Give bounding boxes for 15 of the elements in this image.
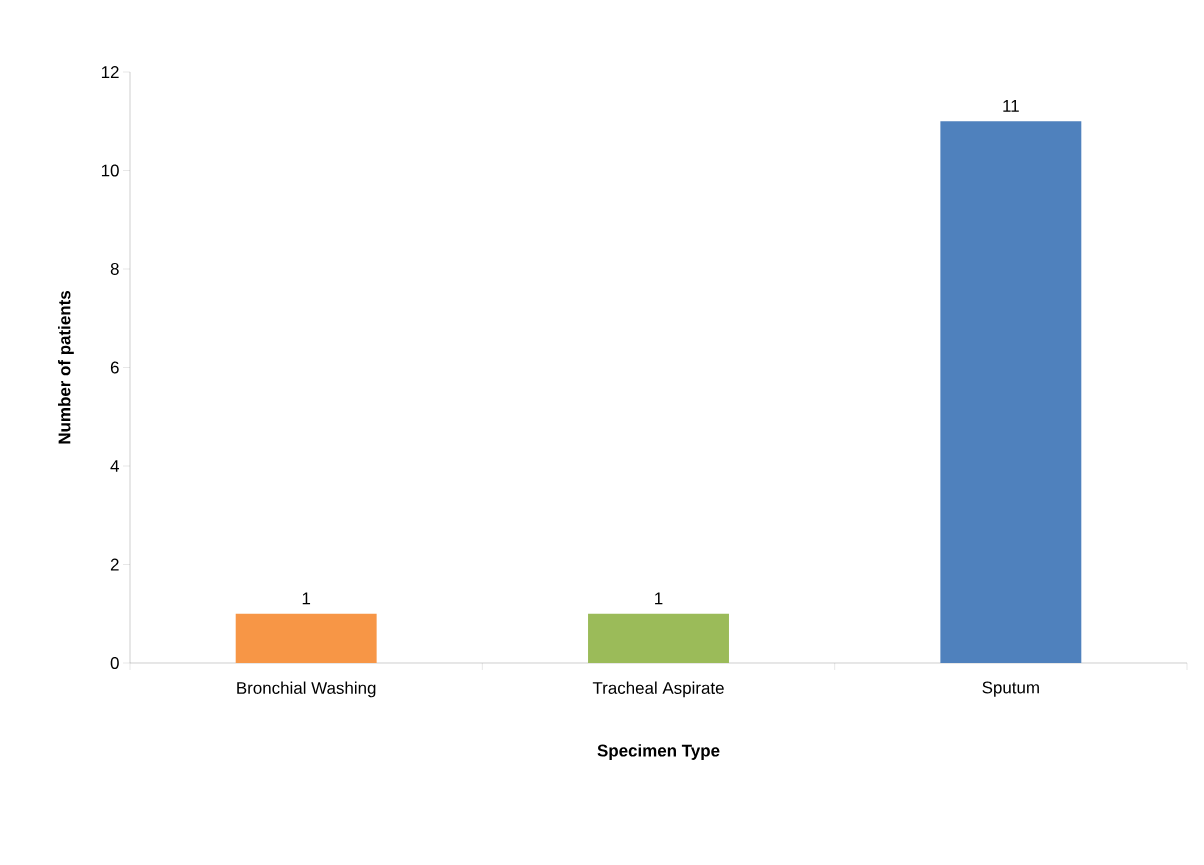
x-tick-label: Sputum bbox=[982, 681, 1039, 697]
y-tick-label: 6 bbox=[110, 361, 119, 374]
y-tick-label: 4 bbox=[110, 460, 119, 472]
y-tick-label: 10 bbox=[101, 164, 119, 177]
y-tick-label: 8 bbox=[110, 262, 119, 275]
x-tick-label: Tracheal Aspirate bbox=[592, 681, 724, 698]
x-axis-title: Specimen Type bbox=[597, 744, 720, 760]
y-tick-label: 0 bbox=[110, 657, 119, 669]
data-label: 1 bbox=[302, 592, 311, 605]
y-axis-title: Number of patients bbox=[58, 291, 74, 444]
data-label: 1 bbox=[655, 592, 663, 605]
y-tick-label: 2 bbox=[110, 558, 119, 571]
y-tick-label: 12 bbox=[101, 66, 119, 78]
x-tick-label: Bronchial Washing bbox=[237, 681, 376, 698]
data-label: 11 bbox=[1003, 100, 1019, 112]
